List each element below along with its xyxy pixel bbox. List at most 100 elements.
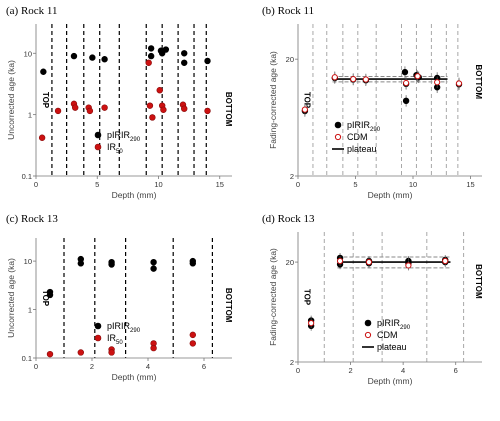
y-axis-label: Fading-corrected age (ka) (268, 51, 278, 149)
data-point-cdm (403, 79, 410, 87)
data-point-ir50 (77, 349, 85, 356)
legend-label-main: plateau (347, 144, 377, 154)
data-point-pirir290 (181, 50, 188, 57)
data-point-pirir290 (189, 260, 197, 267)
y-tick-label: 0.1 (22, 354, 32, 363)
y-tick-label: 10 (24, 257, 32, 266)
legend-marker (94, 334, 102, 342)
legend-marker (94, 143, 102, 151)
data-point-ir50 (181, 105, 188, 112)
chart-panel-1: (b) Rock 11 0 5 10 15 2 20 Depth (mm) Fading-cor… (262, 5, 483, 200)
data-point-cdm (336, 257, 344, 265)
legend-marker (334, 121, 342, 129)
y-tick-label: 2 (290, 358, 294, 367)
data-point-ir50 (108, 349, 115, 356)
panel-title: (a) Rock 11 (6, 5, 58, 17)
legend-label-sub: 50 (116, 340, 123, 346)
panel-title: (d) Rock 13 (262, 213, 315, 225)
legend-label-main: IR (107, 142, 117, 152)
top-side-label: TOP (302, 92, 311, 109)
data-point-pirir290 (46, 291, 54, 299)
x-tick-label: 4 (146, 362, 150, 371)
x-tick-label: 10 (409, 180, 417, 189)
bottom-side-label: BOTTOM (474, 264, 483, 299)
x-axis-label: Depth (mm) (368, 190, 413, 200)
data-point-pirir290 (70, 52, 78, 60)
legend-label: plateau (347, 144, 377, 154)
data-point-ir50 (146, 102, 154, 109)
y-tick-label: 1 (28, 111, 32, 120)
data-point-cdm (362, 76, 369, 83)
data-point-ir50 (46, 350, 54, 358)
data-point-ir50 (189, 331, 197, 339)
data-point-pirir290 (108, 261, 115, 268)
x-tick-label: 15 (466, 180, 474, 189)
data-point-ir50 (204, 107, 211, 115)
top-side-label: TOP (302, 289, 311, 306)
legend-label-main: CDM (377, 330, 398, 340)
data-point-cdm (308, 320, 315, 327)
legend-marker (364, 319, 372, 327)
data-point-ir50 (71, 104, 79, 111)
x-tick-label: 2 (90, 362, 94, 371)
data-point-ir50 (189, 340, 197, 347)
legend-label: pIRIR290 (347, 120, 381, 133)
data-point-ir50 (38, 134, 46, 141)
data-point-pirir290 (150, 258, 157, 266)
legend-label: IR50 (107, 142, 123, 155)
data-point-ir50 (145, 59, 152, 66)
legend-marker (364, 331, 372, 339)
data-point-pirir290 (162, 46, 170, 53)
data-point-cdm (414, 73, 421, 80)
y-tick-label: 2 (290, 172, 294, 181)
data-point-pirir290 (40, 68, 47, 75)
legend-label: CDM (377, 330, 398, 340)
data-point-cdm (434, 79, 441, 86)
data-point-pirir290 (181, 59, 188, 66)
legend-label-main: plateau (377, 342, 407, 352)
x-tick-label: 4 (401, 366, 405, 375)
y-axis-label: Uncorrected age (ka) (6, 258, 16, 338)
data-point-ir50 (149, 114, 156, 121)
data-point-pirir290 (147, 45, 155, 52)
chart-panel-2: (c) Rock 13 0 2 4 6 0.1 1 10 Depth (mm) Uncorrect… (6, 213, 233, 382)
data-point-cdm (301, 106, 308, 113)
data-point-pirir290 (101, 56, 108, 63)
x-tick-label: 6 (454, 366, 458, 375)
x-tick-label: 5 (95, 180, 99, 189)
x-tick-label: 2 (348, 366, 352, 375)
legend-label-sub: 50 (116, 149, 123, 155)
data-point-cdm (455, 80, 463, 87)
legend-label-sub: 290 (130, 137, 141, 143)
data-point-ir50 (156, 87, 163, 94)
y-tick-label: 10 (24, 49, 32, 58)
bottom-side-label: BOTTOM (224, 288, 233, 323)
data-point-pirir290 (150, 265, 157, 272)
data-point-pirir290 (77, 260, 85, 267)
x-axis-label: Depth (mm) (112, 372, 157, 382)
legend-marker (94, 131, 102, 139)
x-tick-label: 5 (353, 180, 357, 189)
x-tick-label: 0 (296, 366, 300, 375)
data-point-ir50 (54, 107, 62, 115)
x-tick-label: 10 (154, 180, 162, 189)
panel-title: (b) Rock 11 (262, 5, 314, 17)
y-tick-label: 0.1 (22, 172, 32, 181)
y-tick-label: 20 (286, 258, 294, 267)
legend-label-main: pIRIR (107, 130, 131, 140)
legend-label: IR50 (107, 333, 123, 346)
legend-label-main: pIRIR (107, 321, 131, 331)
top-side-label: TOP (41, 92, 50, 109)
panel-title: (c) Rock 13 (6, 213, 58, 225)
legend-label-main: pIRIR (347, 120, 371, 130)
data-point-pirir290 (147, 52, 155, 60)
legend-label-main: IR (107, 333, 117, 343)
y-axis-label: Fading-corrected age (ka) (268, 248, 278, 346)
legend-label-sub: 290 (400, 325, 411, 331)
legend-label: CDM (347, 132, 368, 142)
